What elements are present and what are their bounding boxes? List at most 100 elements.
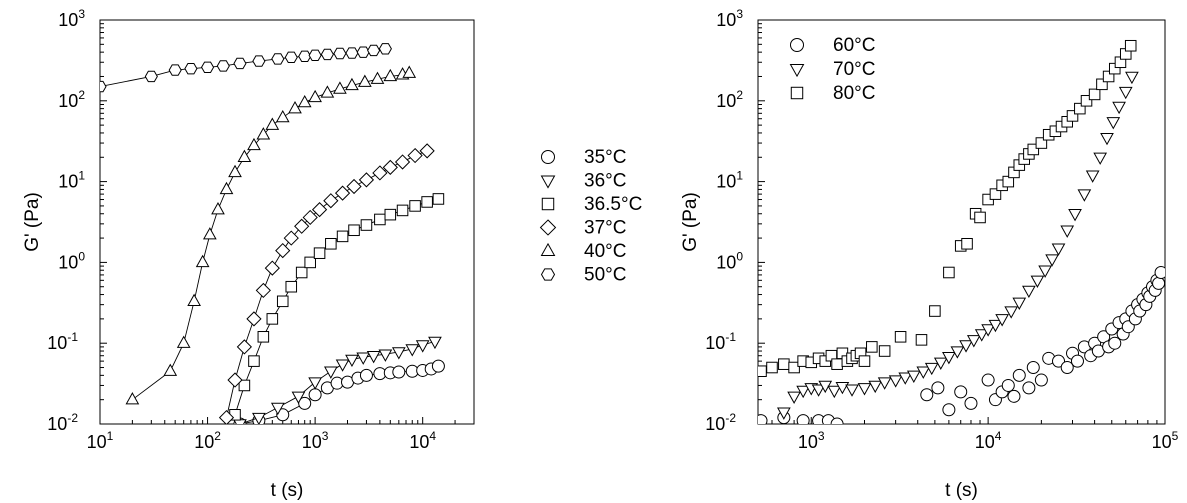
data-point [304, 256, 316, 269]
data-point [200, 61, 215, 73]
data-point [256, 127, 271, 140]
data-point [964, 396, 978, 410]
series-40-c [125, 65, 417, 405]
data-point [276, 408, 290, 422]
data-point [176, 335, 191, 348]
data-point [1108, 336, 1122, 350]
data-point [308, 89, 322, 103]
data-point [428, 336, 442, 350]
data-point [345, 77, 359, 91]
data-point [1038, 265, 1052, 278]
legend-label: 40°C [584, 241, 626, 262]
data-point [336, 230, 349, 243]
data-point [1052, 354, 1066, 368]
data-point [915, 334, 928, 346]
data-point [396, 204, 409, 217]
plot-frame [99, 19, 475, 425]
data-point [294, 218, 310, 234]
data-point [295, 266, 308, 279]
legend-marker [539, 219, 557, 236]
data-point [898, 372, 913, 385]
x-tick-label: 102 [194, 429, 221, 452]
legend-marker [540, 175, 556, 189]
data-point [1060, 225, 1075, 238]
legend-label: 50°C [584, 265, 626, 286]
right-chart: 103 104 105 10-2 10-1 100 101 102 103 t (s) G' (Pa… [680, 7, 1179, 501]
data-point [1030, 275, 1045, 288]
data-point [933, 357, 948, 370]
data-point [291, 391, 306, 404]
data-point [1106, 117, 1121, 130]
data-point [233, 419, 247, 424]
data-point [974, 329, 989, 342]
data-point [419, 143, 435, 159]
data-point [285, 280, 298, 293]
x-axis-title: t (s) [945, 480, 978, 501]
y-tick-label: 10-2 [705, 411, 736, 434]
data-point [950, 346, 965, 359]
data-point [796, 414, 810, 424]
data-point [228, 164, 242, 178]
data-point [168, 64, 182, 76]
data-point [778, 358, 790, 370]
y-axis-title: G' (Pa) [680, 192, 701, 252]
data-point [345, 47, 359, 59]
data-point [827, 385, 842, 399]
data-point [857, 383, 872, 396]
data-point [257, 331, 270, 343]
data-area [758, 39, 1165, 424]
data-area [100, 43, 445, 424]
data-point [931, 381, 945, 395]
data-point [360, 219, 373, 231]
data-point [1022, 381, 1036, 395]
data-point [1077, 189, 1092, 202]
data-point [924, 362, 939, 376]
legend-marker [790, 38, 804, 52]
data-point [1102, 70, 1115, 83]
data-point [981, 324, 995, 337]
data-point [358, 172, 375, 188]
data-point [1074, 102, 1086, 115]
legend-label: 36°C [584, 171, 626, 192]
data-point [211, 201, 225, 215]
data-point [283, 230, 299, 246]
y-tick-label: 100 [716, 249, 743, 272]
series-36-5-c [229, 193, 445, 421]
data-point [954, 385, 968, 399]
left-chart: 101 102 103 104 10-2 10-1 100 101 102 103 t (s) G' … [22, 7, 642, 501]
data-point [384, 208, 397, 221]
data-point [1152, 276, 1165, 290]
y-tick-label: 10-1 [705, 330, 736, 353]
data-point [370, 71, 385, 84]
data-point [796, 385, 810, 399]
legend-marker [789, 63, 805, 78]
legend-label: 60°C [833, 35, 875, 56]
data-point [1001, 378, 1015, 392]
data-point [252, 55, 266, 67]
y-tick-label: 103 [58, 7, 85, 30]
plot-frame [757, 19, 1166, 425]
data-point [777, 407, 791, 420]
series-50-c [100, 43, 392, 93]
data-point [1088, 88, 1101, 101]
data-point [431, 359, 445, 373]
data-point [1035, 137, 1048, 149]
data-point [1085, 170, 1100, 183]
data-point [246, 311, 262, 327]
y-tick-label: 10-1 [47, 330, 78, 353]
data-point [1070, 354, 1084, 368]
data-point [394, 154, 411, 170]
x-tick-label: 105 [1152, 429, 1179, 452]
data-point [367, 44, 381, 57]
y-tick-label: 101 [716, 169, 743, 192]
series-80-c [758, 39, 1137, 378]
data-point [1154, 265, 1165, 279]
data-point [378, 349, 393, 362]
data-point [1004, 306, 1019, 319]
data-point [275, 109, 290, 123]
data-point [415, 340, 430, 353]
data-point [187, 293, 201, 306]
data-point [311, 202, 328, 218]
data-point [1027, 143, 1040, 156]
data-point [1051, 243, 1066, 256]
